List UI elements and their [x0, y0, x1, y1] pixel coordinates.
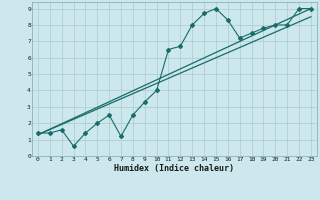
X-axis label: Humidex (Indice chaleur): Humidex (Indice chaleur) [115, 164, 234, 172]
